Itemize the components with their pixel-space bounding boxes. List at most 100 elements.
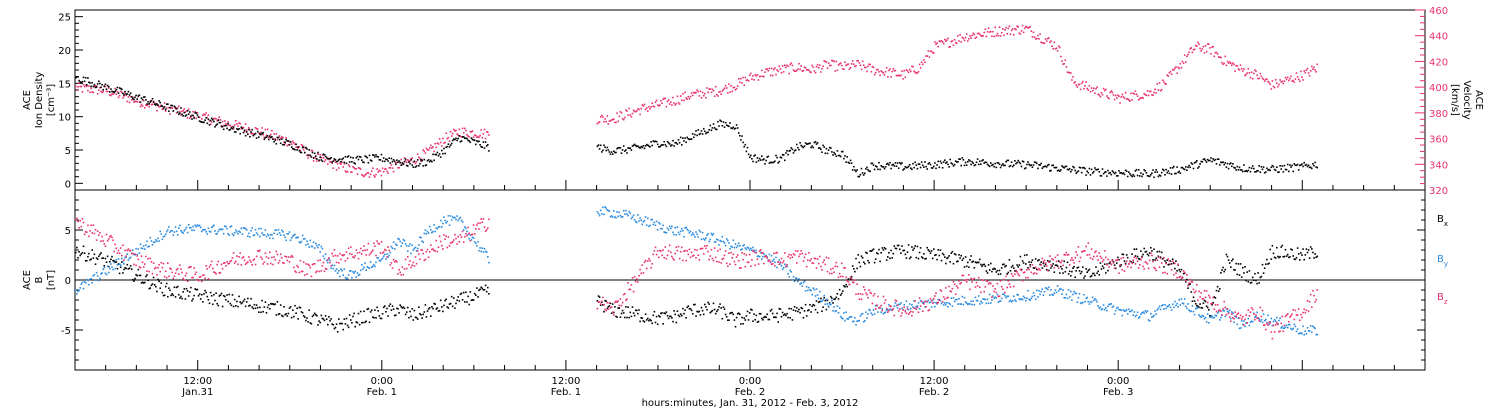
density-series-point (624, 150, 626, 152)
bx-series-point (187, 295, 190, 297)
bx-series-point (359, 310, 362, 313)
bx-series-point (645, 319, 648, 321)
velocity-series-point (1029, 26, 1031, 28)
by-series-point (1109, 303, 1111, 306)
bx-series-point (697, 311, 699, 313)
bz-series-point (731, 257, 733, 259)
by-series-point (865, 311, 867, 313)
bx-series-point (324, 315, 327, 317)
velocity-series-point (718, 91, 720, 93)
velocity-series-point (754, 74, 756, 76)
bx-series-point (194, 288, 196, 290)
by-series-point (1245, 322, 1247, 324)
velocity-series-point (374, 176, 376, 178)
density-series-point (1002, 163, 1004, 165)
density-series-point (134, 96, 136, 99)
velocity-series-point (880, 70, 882, 72)
by-series-point (1132, 314, 1134, 316)
bx-series-point (1315, 256, 1317, 259)
bx-series-point (292, 309, 294, 311)
bx-series-point (667, 317, 670, 320)
bz-series-point (423, 259, 426, 262)
bx-series-point (365, 320, 367, 323)
density-series-point (142, 96, 145, 98)
bz-series-point (250, 261, 252, 263)
bx-series-point (98, 255, 100, 258)
density-series-point (333, 158, 336, 160)
velocity-series-point (1148, 90, 1151, 93)
density-series-point (602, 149, 604, 152)
velocity-series-point (481, 136, 484, 139)
density-series-point (807, 143, 809, 145)
velocity-series-point (409, 160, 411, 162)
velocity-series-point (1179, 62, 1182, 65)
bx-series-point (994, 268, 996, 270)
bx-series-point (172, 294, 175, 297)
velocity-series-point (671, 104, 673, 106)
bx-series-point (304, 316, 306, 318)
density-series-point (1044, 165, 1047, 167)
velocity-series-point (1021, 24, 1024, 27)
bz-series-point (877, 295, 879, 298)
density-series-point (613, 150, 615, 152)
by-series-point (152, 241, 155, 244)
bx-series-point (812, 303, 815, 306)
velocity-series-point (1068, 71, 1071, 74)
bz-series-point (626, 298, 628, 300)
bz-series-point (384, 248, 386, 251)
by-series-point (347, 274, 350, 276)
bx-series-point (1100, 268, 1103, 270)
velocity-series-point (1272, 85, 1275, 88)
bz-series-point (919, 305, 922, 307)
by-series-point (1080, 302, 1083, 305)
velocity-series-point (328, 158, 330, 161)
density-series-point (1173, 165, 1175, 168)
velocity-series-point (996, 32, 999, 35)
bx-series-point (345, 317, 348, 320)
bx-series-point (833, 298, 835, 301)
density-series-point (484, 141, 487, 143)
density-series-point (1243, 164, 1245, 166)
velocity-series-point (329, 161, 331, 163)
bx-series-point (727, 319, 729, 321)
density-series-point (793, 150, 796, 152)
velocity-series-point (804, 67, 807, 69)
velocity-series-point (1018, 32, 1021, 34)
bx-series-point (1316, 255, 1319, 258)
by-series-point (84, 282, 87, 284)
by-series-point (964, 301, 967, 303)
velocity-series-point (1040, 41, 1042, 44)
velocity-series-point (834, 70, 836, 72)
velocity-series-point (139, 105, 142, 108)
bz-series-point (727, 265, 729, 267)
velocity-series-point (346, 170, 349, 173)
by-series-point (273, 232, 275, 235)
bx-series-point (327, 323, 329, 326)
bx-series-point (773, 316, 775, 319)
density-series-point (784, 159, 786, 162)
velocity-series-point (842, 68, 844, 70)
velocity-series-point (79, 85, 81, 88)
velocity-series-point (1192, 49, 1195, 51)
velocity-series-point (869, 63, 871, 66)
by-series-point (392, 241, 395, 243)
by-series-point (675, 234, 678, 236)
density-series-point (1123, 173, 1126, 176)
by-series-point (431, 231, 433, 234)
by-series-point (880, 311, 882, 314)
bx-series-point (284, 313, 286, 316)
by-series-point (89, 278, 91, 281)
bx-series-point (161, 291, 164, 294)
velocity-series-point (364, 174, 366, 176)
velocity-series-point (458, 128, 461, 131)
velocity-series-point (816, 63, 819, 66)
by-series-point (972, 300, 974, 302)
by-series-point (1079, 302, 1082, 304)
velocity-series-point (957, 35, 959, 37)
bx-series-point (449, 302, 452, 305)
velocity-series-point (306, 154, 308, 156)
velocity-series-point (248, 127, 250, 129)
by-series-point (1169, 306, 1172, 309)
velocity-series-point (196, 112, 199, 114)
velocity-series-point (308, 154, 310, 156)
